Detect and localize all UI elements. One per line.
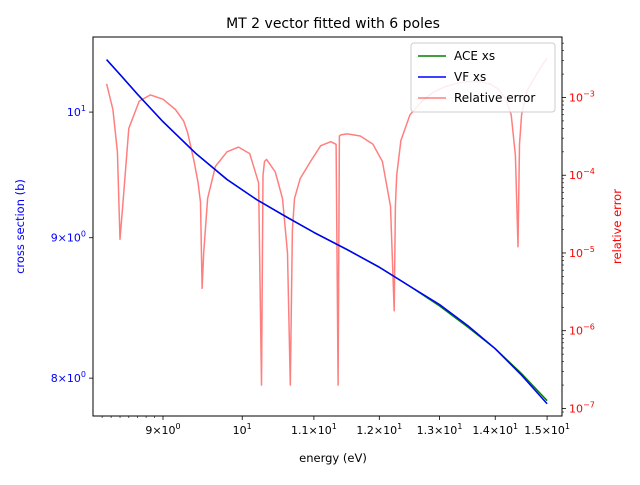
x-tick-label: 1.1×101 [291,422,337,437]
y-left-tick-label: 9×100 [51,230,86,245]
x-tick-label: 1.4×101 [472,422,518,437]
y-right-tick-label: 10−6 [569,323,595,338]
axes: 9×100 101 1.1×101 1.2×101 1.3×101 1.4×101 1.5×… [51,36,595,437]
y-right-tick-label: 10−4 [569,167,595,182]
legend-label: Relative error [454,91,535,105]
chart-title: MT 2 vector fitted with 6 poles [226,16,440,32]
y-right-tick-label: 10−5 [569,245,595,260]
y-right-tick-label: 10−7 [569,400,595,415]
y-axis-label-right: relative error [610,189,624,264]
axes-frame [92,36,563,417]
y-right-tick-label: 10−3 [569,89,595,104]
x-tick-label: 1.2×101 [356,422,402,437]
legend-box [410,42,556,113]
y-left-tick-label: 8×100 [51,370,86,385]
legend-label: ACE xs [454,49,495,63]
legend: ACE xs VF xs Relative error [410,42,556,113]
x-tick-label: 9×100 [145,422,180,437]
y-axis-label-left: cross section (b) [13,179,27,274]
x-tick-label: 1.3×101 [417,422,463,437]
legend-label: VF xs [454,70,486,84]
series-line-vf-xs [106,59,548,405]
y-left-tick-label: 101 [67,104,86,119]
x-tick-label: 1.5×101 [524,422,570,437]
x-tick-label: 101 [233,422,252,437]
x-axis-label: energy (eV) [299,451,367,465]
